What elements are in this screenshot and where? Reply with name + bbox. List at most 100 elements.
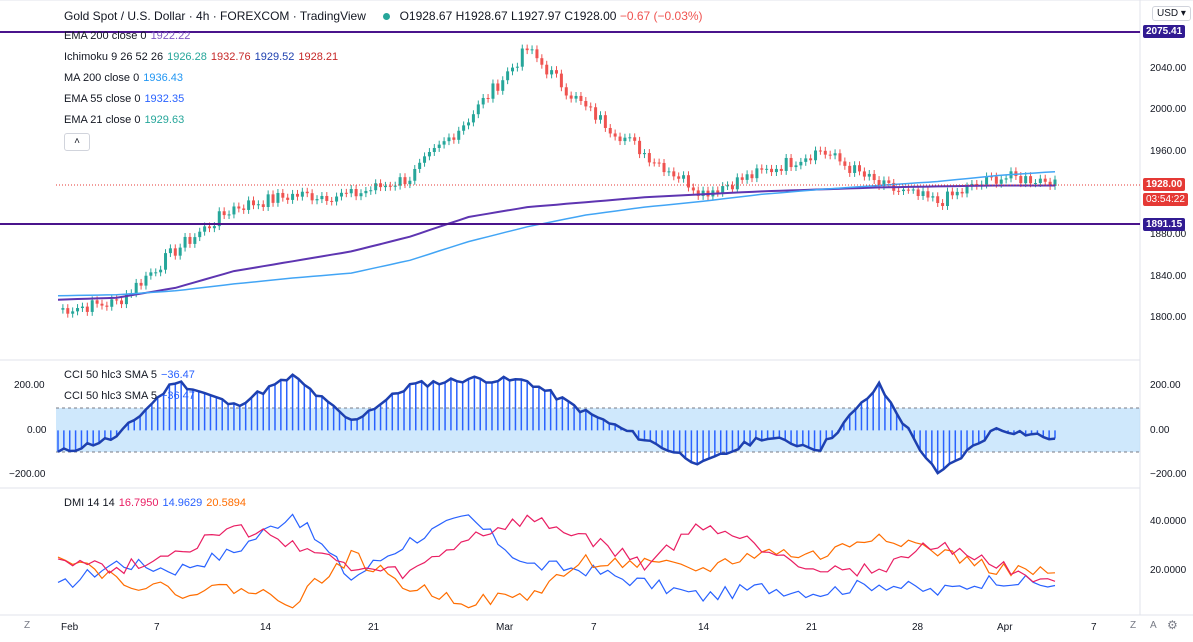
candle-body xyxy=(1029,176,1033,184)
candle-body xyxy=(188,236,192,244)
candle-body xyxy=(740,177,744,180)
zoom-icon[interactable]: Z xyxy=(24,620,31,631)
chevron-up-icon: ˄ xyxy=(74,136,80,147)
candle-body xyxy=(901,189,905,192)
legend-ema200[interactable]: EMA 200 close 0 1922.22 xyxy=(64,30,190,42)
candle-body xyxy=(921,191,925,196)
legend-cci-2[interactable]: CCI 50 hlc3 SMA 5 −36.47 xyxy=(64,390,195,402)
candle-body xyxy=(85,306,89,312)
currency-dropdown[interactable]: USD ▾ xyxy=(1152,6,1191,21)
candle-body xyxy=(105,305,109,307)
candle-body xyxy=(603,115,607,128)
candle-body xyxy=(203,226,207,232)
candle-body xyxy=(936,196,940,204)
candle-body xyxy=(613,133,617,137)
date-tick: 14 xyxy=(260,622,272,633)
candle-body xyxy=(853,165,857,173)
candle-body xyxy=(476,104,480,115)
candle-body xyxy=(598,115,602,120)
legend-ma200[interactable]: MA 200 close 0 1936.43 xyxy=(64,72,183,84)
candle-body xyxy=(950,191,954,196)
candle-body xyxy=(115,299,119,301)
cci-tick: 0.00 xyxy=(1150,425,1170,436)
cci-left-tick: 200.00 xyxy=(14,380,45,391)
candle-body xyxy=(691,187,695,191)
price-line-ma-200 xyxy=(57,170,1056,297)
zoom-icon-right[interactable]: Z xyxy=(1130,620,1137,631)
candle-body xyxy=(383,185,387,188)
candle-body xyxy=(251,200,255,206)
legend-cci-1[interactable]: CCI 50 hlc3 SMA 5 −36.47 xyxy=(64,369,195,381)
candle-body xyxy=(266,194,270,208)
candle-body xyxy=(838,153,842,162)
auto-scale-button[interactable]: A xyxy=(1150,620,1157,631)
candle-body xyxy=(139,282,143,286)
candle-body xyxy=(682,175,686,179)
candle-body xyxy=(579,95,583,101)
candle-body xyxy=(770,168,774,173)
gear-icon[interactable]: ⚙ xyxy=(1167,618,1178,632)
candle-body xyxy=(765,168,769,170)
candle-body xyxy=(71,311,75,314)
candle-body xyxy=(823,150,827,155)
date-tick: 14 xyxy=(698,622,710,633)
candle-body xyxy=(540,58,544,65)
candle-body xyxy=(559,73,563,88)
candle-body xyxy=(149,272,153,276)
candle-body xyxy=(330,200,334,202)
cci-tick: 200.00 xyxy=(1150,380,1181,391)
candle-body xyxy=(623,137,627,142)
candle-body xyxy=(994,176,998,184)
legend-dmi-v2: 14.9629 xyxy=(162,497,203,509)
symbol-title[interactable]: Gold Spot / U.S. Dollar · 4h · FOREXCOM … xyxy=(64,9,366,23)
candle-body xyxy=(833,153,837,156)
candle-body xyxy=(359,193,363,197)
candle-body xyxy=(242,208,246,210)
candle-body xyxy=(481,97,485,105)
candle-body xyxy=(227,214,231,216)
candle-body xyxy=(66,308,70,314)
legend-ema55[interactable]: EMA 55 close 0 1932.35 xyxy=(64,93,184,105)
candle-body xyxy=(872,173,876,181)
legend-dmi[interactable]: DMI 14 14 16.7950 14.9629 20.5894 xyxy=(64,497,246,509)
candle-body xyxy=(941,203,945,206)
candle-body xyxy=(364,190,368,194)
price-tick: 1880.00 xyxy=(1150,229,1187,240)
legend-ema21[interactable]: EMA 21 close 0 1929.63 xyxy=(64,114,184,126)
cci-pane xyxy=(57,373,1056,475)
candle-body xyxy=(520,48,524,67)
date-tick: 21 xyxy=(806,622,818,633)
dmi-tick: 40.0000 xyxy=(1150,516,1187,527)
candle-body xyxy=(628,137,632,139)
candle-body xyxy=(271,194,275,203)
candle-body xyxy=(574,95,578,99)
candle-body xyxy=(154,272,158,274)
candle-body xyxy=(906,189,910,191)
candle-body xyxy=(965,186,969,194)
candle-body xyxy=(457,130,461,140)
candle-body xyxy=(467,122,471,126)
candle-body xyxy=(339,192,343,197)
candle-body xyxy=(217,211,221,227)
price-tick: 2040.00 xyxy=(1150,63,1187,74)
candle-body xyxy=(809,158,813,161)
candle-body xyxy=(256,204,260,206)
candle-body xyxy=(1053,179,1057,186)
candle-body xyxy=(432,147,436,152)
candle-body xyxy=(403,177,407,185)
candle-body xyxy=(427,151,431,157)
candle-body xyxy=(1004,178,1008,180)
candle-body xyxy=(393,185,397,187)
candle-body xyxy=(320,195,324,200)
currency-label: USD xyxy=(1157,8,1179,19)
candle-body xyxy=(779,168,783,171)
price-pane xyxy=(57,44,1057,318)
collapse-legend-button[interactable]: ˄ xyxy=(64,133,90,151)
candle-body xyxy=(774,168,778,173)
candle-body xyxy=(799,161,803,166)
candle-body xyxy=(501,80,505,91)
cci-left-tick: 0.00 xyxy=(27,425,47,436)
legend-ichimoku[interactable]: Ichimoku 9 26 52 26 1926.28 1932.76 1929.52… xyxy=(64,51,338,63)
candle-body xyxy=(134,282,138,294)
